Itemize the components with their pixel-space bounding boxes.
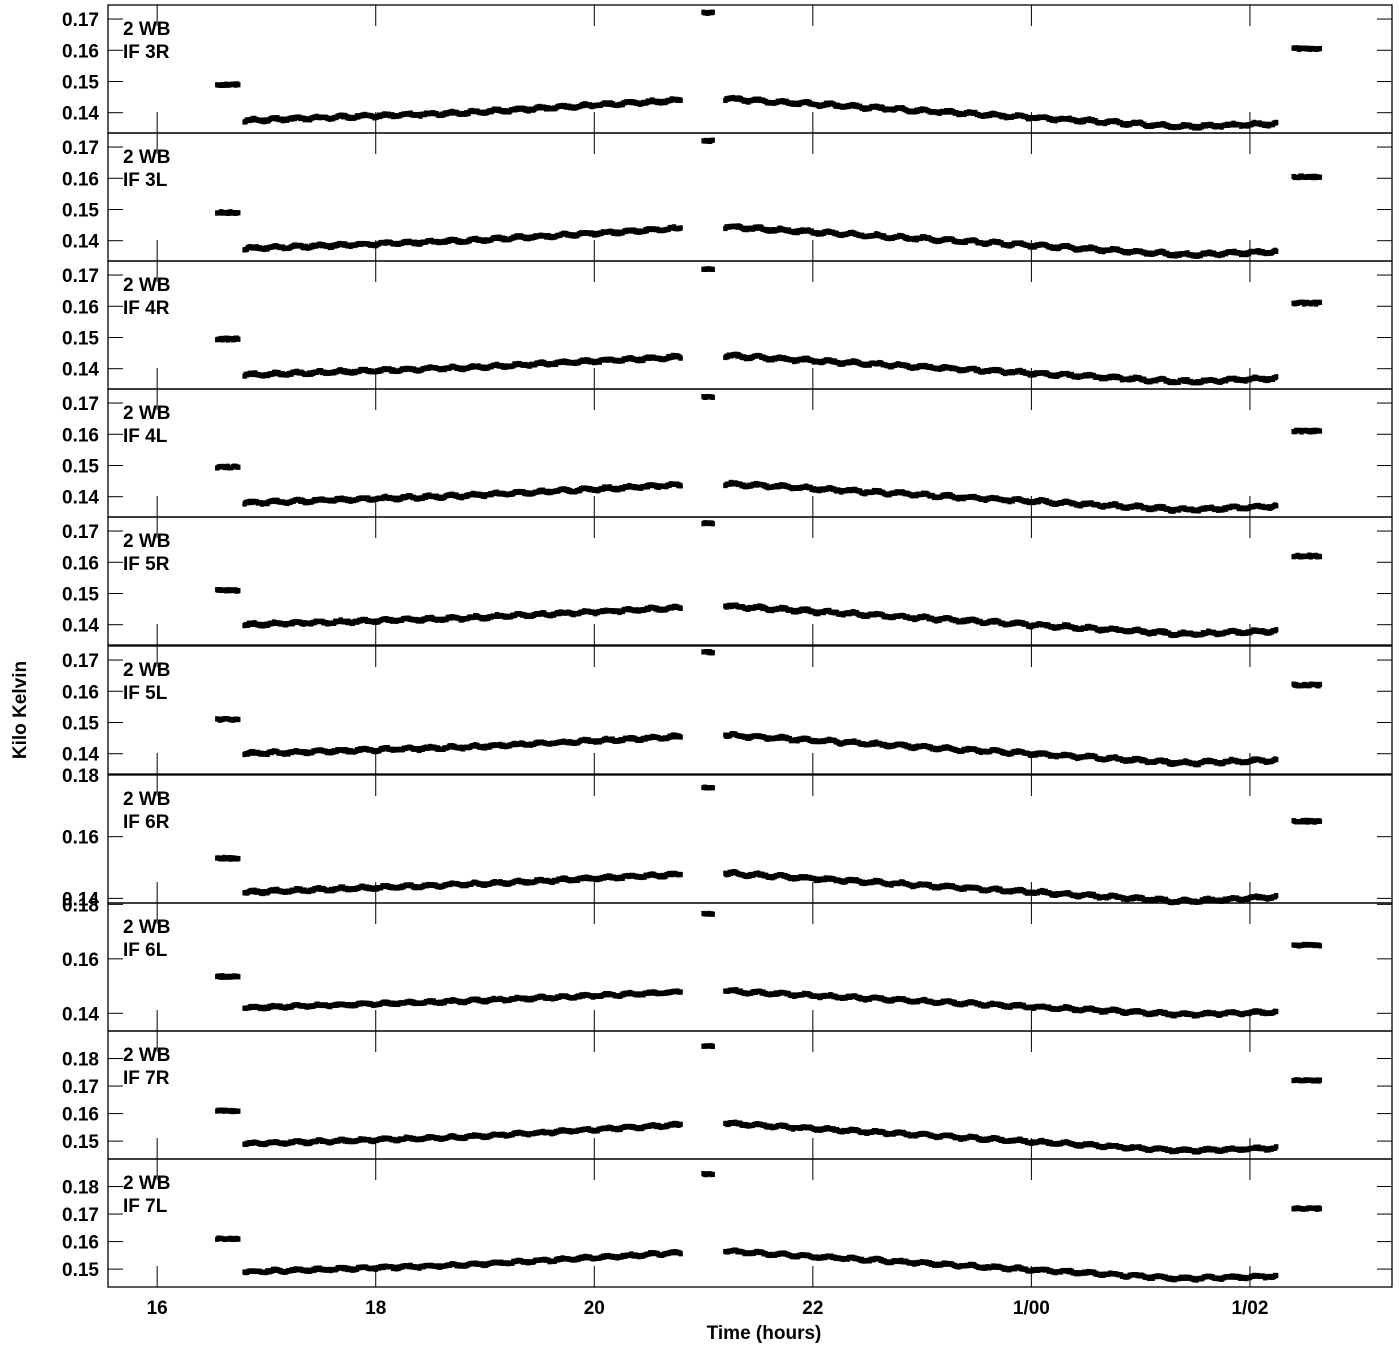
data-points <box>215 649 1323 768</box>
early-point <box>236 336 241 342</box>
y-tick-label: 0.14 <box>62 360 99 381</box>
y-tick-label: 0.16 <box>62 297 99 318</box>
panel-frame <box>107 516 1393 646</box>
y-tick-label: 0.16 <box>62 682 99 703</box>
panel-label-if: IF 3R <box>123 42 170 63</box>
panel-label-if: IF 5L <box>123 683 168 704</box>
data-points <box>215 9 1323 131</box>
panel-frame <box>107 645 1393 775</box>
panel-label-band: 2 WB <box>123 660 171 681</box>
data-points <box>215 137 1323 259</box>
panel-label-if: IF 5R <box>123 554 170 575</box>
early-point <box>236 717 241 723</box>
track-point <box>1273 374 1279 380</box>
y-tick-label: 0.16 <box>62 41 99 62</box>
data-points <box>215 394 1323 514</box>
y-tick-label: 0.15 <box>62 328 99 349</box>
panel-label-band: 2 WB <box>123 19 171 40</box>
spike-point <box>710 394 715 400</box>
y-tick-label: 0.16 <box>62 425 99 446</box>
y-tick-label: 0.17 <box>62 394 99 415</box>
late-point <box>1317 554 1323 560</box>
data-points <box>215 266 1323 386</box>
y-tick-label: 0.17 <box>62 138 99 159</box>
data-points <box>215 520 1323 639</box>
late-point <box>1317 45 1323 52</box>
y-tick-label: 0.17 <box>62 522 99 543</box>
y-tick-label: 0.17 <box>62 10 99 31</box>
y-tick-label: 0.14 <box>62 488 99 509</box>
y-tick-label: 0.15 <box>62 72 99 93</box>
y-tick-label: 0.15 <box>62 456 99 477</box>
panel-frame <box>107 132 1393 262</box>
y-tick-label: 0.16 <box>62 553 99 574</box>
early-point <box>236 82 241 88</box>
panel-frame <box>107 4 1393 134</box>
track-point <box>678 605 683 611</box>
track-point <box>1273 503 1279 509</box>
spike-point <box>710 266 715 272</box>
track-point <box>678 225 683 231</box>
panel-label-band: 2 WB <box>123 531 171 552</box>
spike-point <box>710 521 715 527</box>
y-tick-label: 0.14 <box>62 616 99 637</box>
y-tick-label: 0.14 <box>62 104 99 125</box>
y-tick-label: 0.14 <box>62 745 99 766</box>
late-point <box>1317 299 1323 306</box>
track-point <box>678 483 683 489</box>
early-point <box>236 210 241 216</box>
panel-label-band: 2 WB <box>123 147 171 168</box>
panel-label-band: 2 WB <box>123 403 171 424</box>
track-point <box>1273 248 1279 254</box>
late-point <box>1317 428 1323 434</box>
y-tick-label: 0.15 <box>62 584 99 605</box>
y-tick-label: 0.15 <box>62 713 99 734</box>
track-point <box>1273 627 1279 633</box>
y-tick-label: 0.14 <box>62 232 99 253</box>
late-point <box>1317 174 1323 180</box>
spike-point <box>710 9 715 15</box>
panel-label-if: IF 3L <box>123 170 168 191</box>
track-point <box>678 355 683 361</box>
early-point <box>236 587 241 594</box>
panel-label-if: IF 4R <box>123 298 170 319</box>
spike-point <box>710 137 715 143</box>
track-point <box>1273 119 1279 126</box>
y-tick-label: 0.15 <box>62 200 99 221</box>
y-tick-label: 0.17 <box>62 266 99 287</box>
track-point <box>678 97 683 103</box>
early-point <box>236 464 241 470</box>
panel-label-band: 2 WB <box>123 275 171 296</box>
y-tick-label: 0.17 <box>62 651 99 672</box>
y-tick-label: 0.16 <box>62 169 99 190</box>
panel-label-if: IF 4L <box>123 426 168 447</box>
